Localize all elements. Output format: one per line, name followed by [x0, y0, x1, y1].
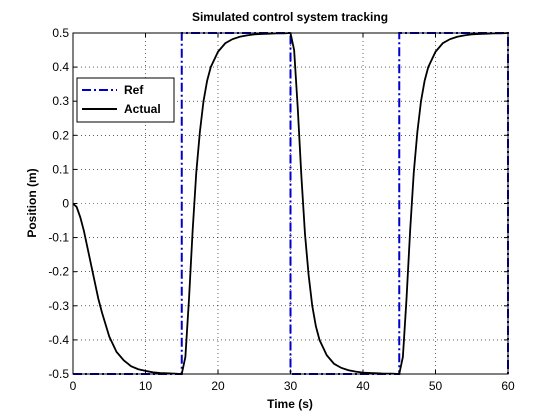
x-tick-label: 60 [501, 379, 515, 393]
x-tick-label: 10 [139, 379, 153, 393]
y-tick-label: 0 [62, 197, 69, 211]
x-tick-label: 40 [356, 379, 370, 393]
x-tick-label: 50 [429, 379, 443, 393]
y-tick-label: 0.3 [52, 94, 69, 108]
x-tick-label: 30 [284, 379, 298, 393]
chart-title: Simulated control system tracking [192, 10, 388, 24]
y-tick-label: 0.5 [52, 26, 69, 40]
y-tick-label: -0.1 [48, 231, 69, 245]
y-tick-label: -0.4 [48, 333, 69, 347]
x-tick-label: 20 [211, 379, 225, 393]
y-tick-label: 0.2 [52, 128, 69, 142]
legend: Ref Actual [77, 78, 174, 122]
y-tick-label: -0.3 [48, 299, 69, 313]
y-tick-label: -0.5 [48, 367, 69, 381]
y-tick-label: -0.2 [48, 265, 69, 279]
legend-label-ref: Ref [124, 83, 144, 97]
y-axis-label: Position (m) [25, 168, 39, 237]
x-axis-label: Time (s) [267, 397, 313, 411]
x-tick-label: 0 [70, 379, 77, 393]
y-tick-label: 0.1 [52, 162, 69, 176]
legend-label-actual: Actual [124, 102, 161, 116]
y-tick-label: 0.4 [52, 60, 69, 74]
